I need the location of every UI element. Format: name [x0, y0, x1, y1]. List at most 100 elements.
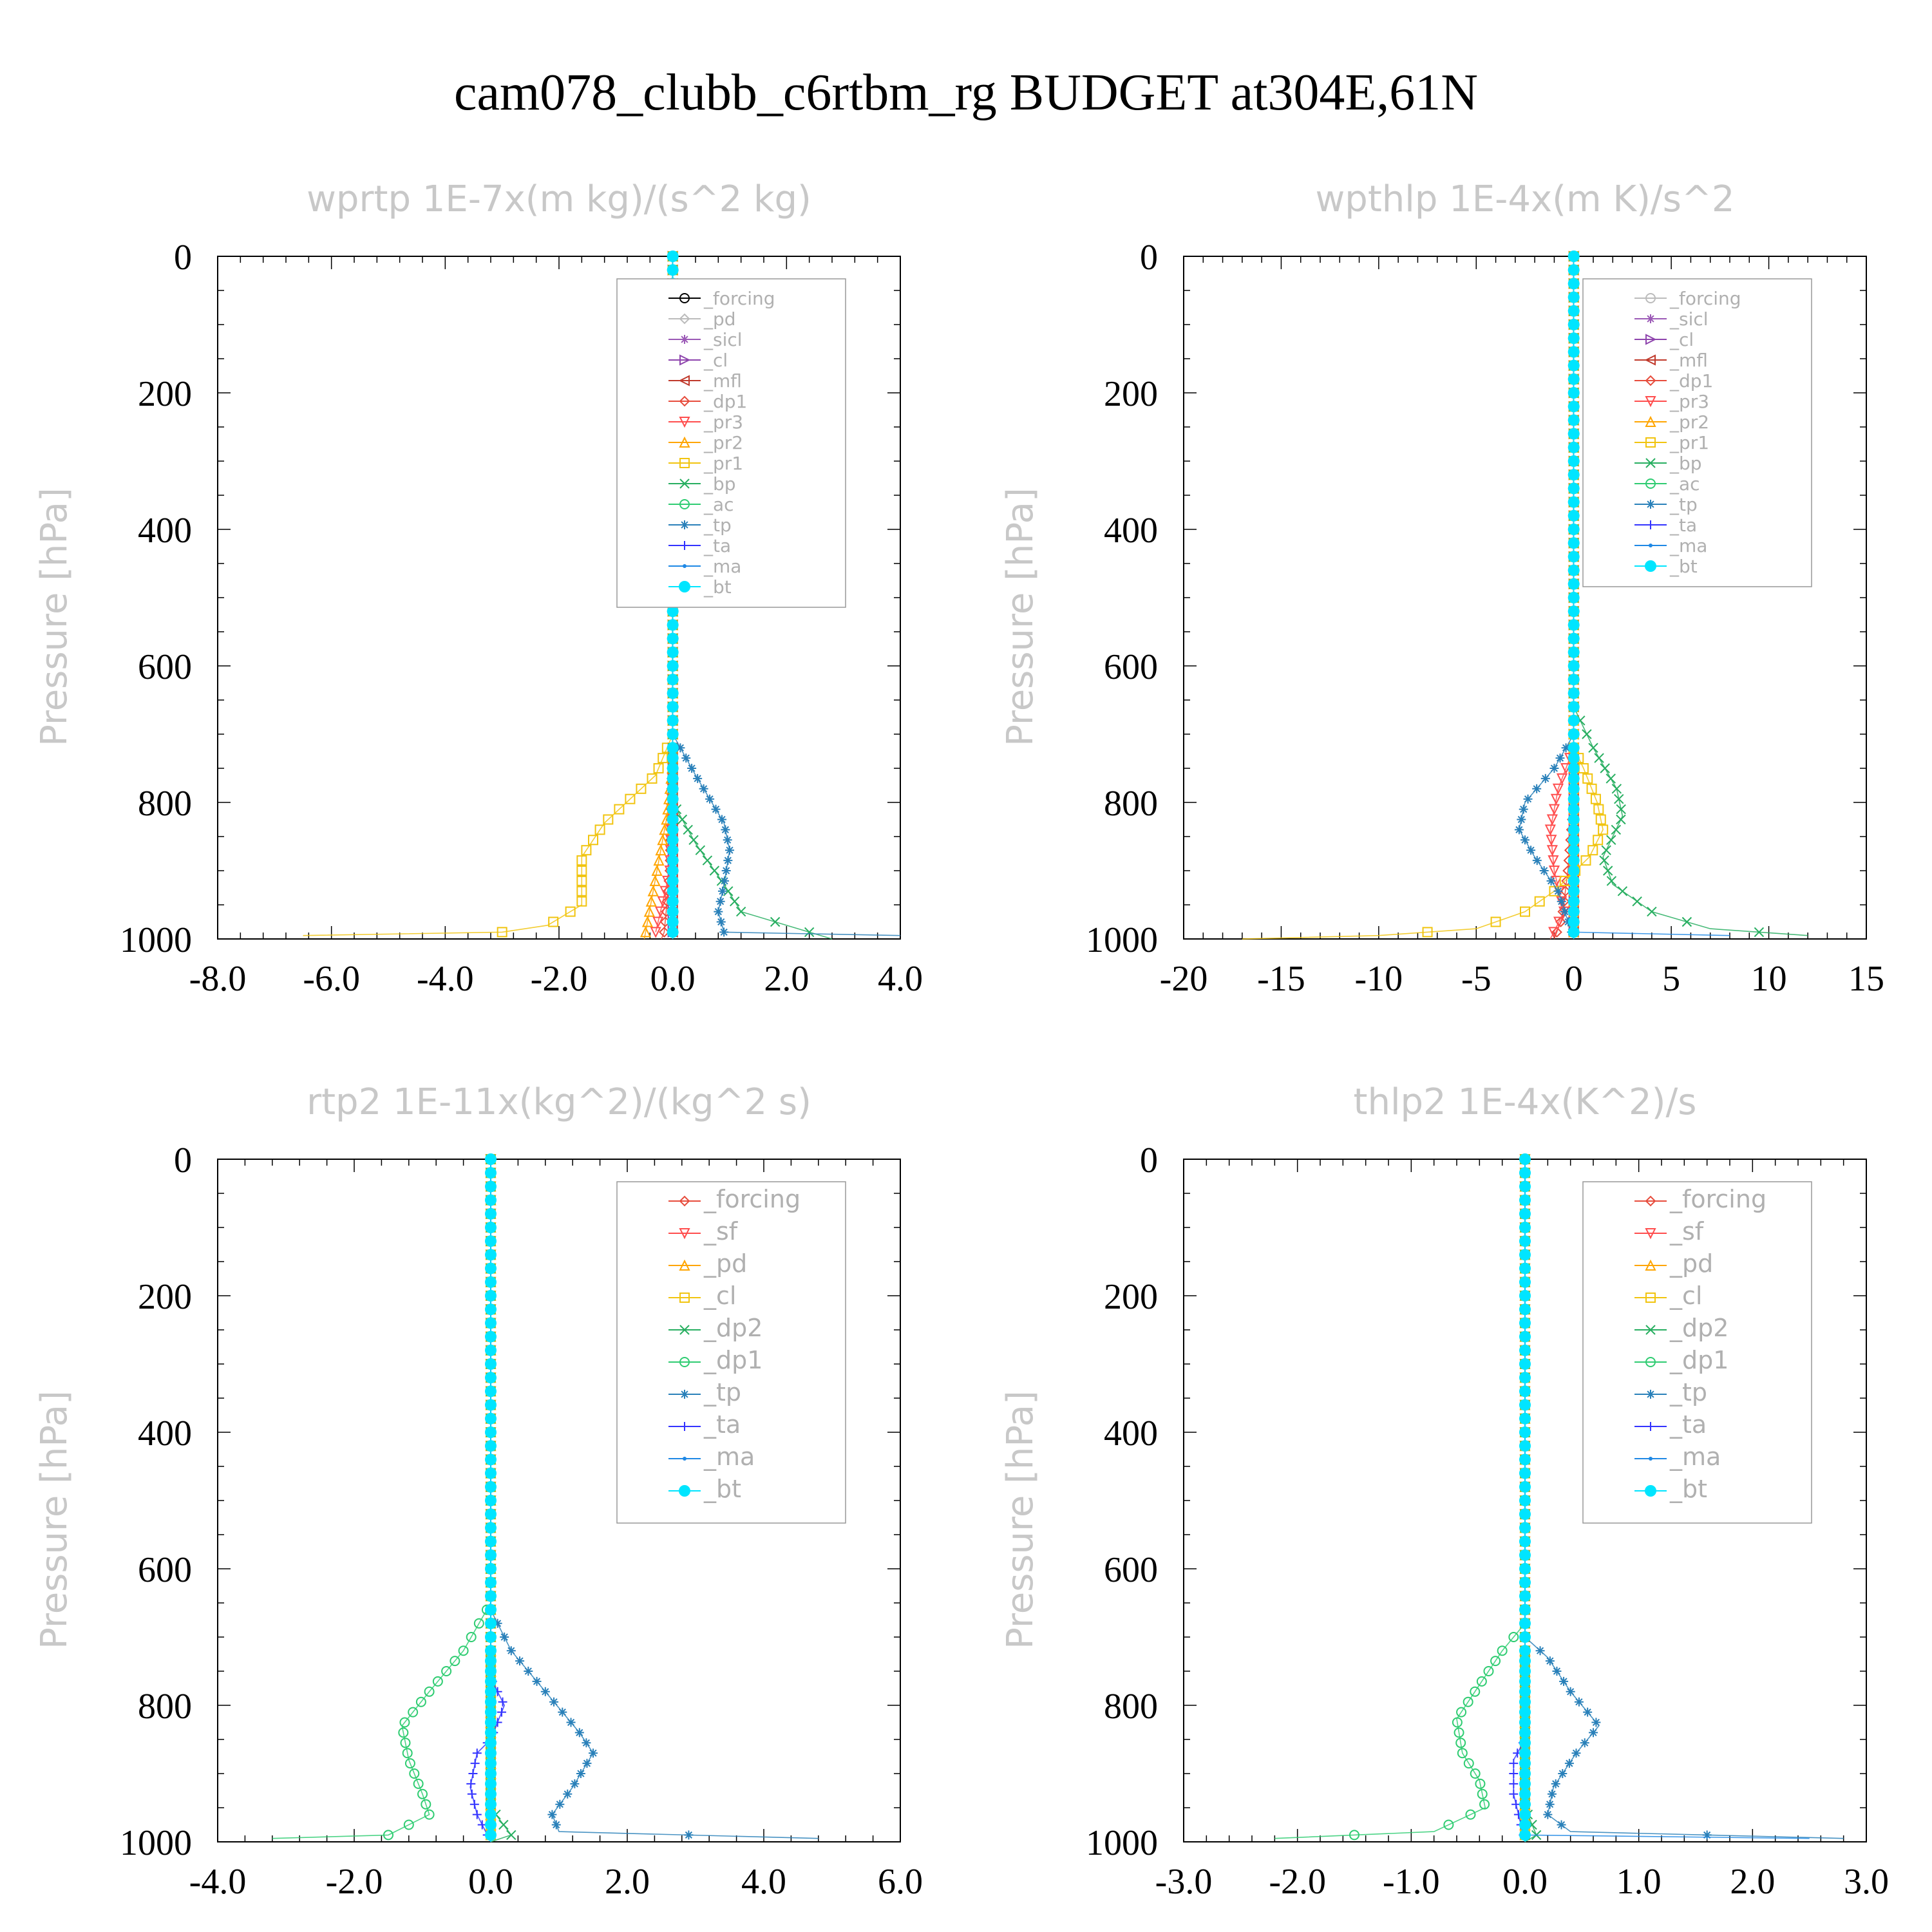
series-marker [467, 1789, 477, 1799]
legend-marker [679, 1259, 690, 1271]
series-marker [684, 1830, 694, 1840]
legend-marker [1645, 1485, 1656, 1497]
series-marker [1532, 856, 1542, 866]
legend: _forcing_pd_sicl_cl_mfl_dp1_pr3_pr2_pr1_… [616, 278, 846, 608]
legend-label: _tp [1669, 1378, 1707, 1406]
legend-marker [1645, 1195, 1656, 1207]
y-tick-label: 400 [138, 511, 192, 551]
series-marker [1517, 815, 1526, 824]
legend-marker [1649, 544, 1653, 547]
series-marker [432, 1676, 443, 1687]
series-marker [651, 864, 663, 876]
y-tick-label: 200 [138, 374, 192, 414]
legend-marker [680, 1390, 689, 1399]
x-tick-label: -2.0 [531, 959, 588, 999]
x-tick-label: 0 [1565, 959, 1583, 999]
legend-marker [1646, 314, 1655, 323]
series-marker [1567, 605, 1580, 618]
y-tick-label: 400 [138, 1414, 192, 1454]
series-marker [1520, 906, 1530, 917]
series-marker [1567, 752, 1580, 764]
y-tick-label: 0 [1140, 238, 1158, 278]
series-marker [421, 1799, 431, 1810]
series-marker [1519, 1549, 1531, 1561]
legend-marker [680, 1422, 689, 1431]
series-marker [1595, 814, 1606, 825]
legend-label: _forcing [1669, 288, 1741, 309]
series-marker [1519, 1685, 1531, 1698]
series-line-pr1 [1242, 256, 1604, 940]
legend-label: _ac [703, 494, 734, 515]
legend-marker [1645, 415, 1656, 427]
series-marker [695, 845, 706, 855]
series-marker [1535, 1646, 1545, 1656]
series-marker [1571, 1748, 1581, 1758]
series-marker [1483, 1666, 1494, 1676]
series-marker [667, 674, 679, 686]
series-marker [485, 1440, 497, 1452]
series-marker [485, 1706, 497, 1718]
series-marker [1532, 784, 1542, 793]
legend-marker [1646, 500, 1655, 509]
series-marker [1567, 646, 1580, 658]
series-marker [677, 814, 688, 825]
series-marker [1519, 1208, 1531, 1220]
legend-label: _dp2 [703, 1314, 762, 1342]
series-marker [1567, 865, 1580, 876]
series-marker [485, 1655, 497, 1667]
series-marker [1539, 866, 1549, 875]
series-marker [1557, 896, 1566, 906]
series-marker [655, 844, 667, 856]
series-marker [548, 916, 559, 927]
series-marker [524, 1667, 533, 1676]
series-marker [1519, 1358, 1531, 1370]
legend-label: _sicl [703, 329, 743, 350]
series-marker [1567, 482, 1580, 495]
series-marker [1544, 824, 1556, 836]
series-marker [1455, 1738, 1466, 1748]
series-marker [549, 1697, 559, 1707]
series-marker [399, 1717, 410, 1728]
series-marker [576, 1769, 585, 1778]
series-marker [1476, 1676, 1487, 1687]
series-marker [1465, 1809, 1476, 1820]
series-marker [1545, 1656, 1555, 1666]
series-marker [1519, 1508, 1531, 1520]
series-marker [1519, 1563, 1531, 1575]
series-marker [709, 866, 720, 876]
series-marker [1586, 783, 1597, 794]
series-marker [1519, 1249, 1531, 1261]
series-marker [653, 854, 665, 866]
legend-label: _ma [1669, 1443, 1721, 1471]
series-marker [667, 660, 679, 672]
series-marker [1564, 1759, 1574, 1768]
legend-label: _bt [703, 576, 732, 598]
series-marker [1463, 1696, 1473, 1707]
legend-label: _pd [1669, 1249, 1713, 1278]
series-marker [506, 1830, 516, 1841]
series-marker [1555, 916, 1566, 927]
series-marker [1567, 742, 1580, 754]
series-marker [581, 845, 592, 856]
legend-marker [1645, 1325, 1656, 1335]
series-marker [705, 794, 715, 804]
series-marker [1567, 793, 1580, 805]
series-marker [667, 782, 679, 795]
legend-label: _ta [1669, 515, 1697, 536]
series-marker [589, 1748, 598, 1758]
series-marker [667, 905, 679, 918]
series-line-tp [1519, 256, 1575, 940]
legend-marker [679, 1195, 690, 1207]
series-marker [1546, 814, 1558, 826]
legend-label: _dp2 [1669, 1314, 1728, 1342]
x-tick-label: -4.0 [417, 959, 474, 999]
series-marker [398, 1727, 409, 1738]
legend-marker [679, 1325, 690, 1335]
series-marker [1567, 332, 1580, 345]
legend-box [616, 1181, 846, 1524]
series-marker [1519, 1399, 1531, 1411]
legend-marker [1645, 293, 1656, 303]
series-marker [1600, 763, 1610, 773]
x-tick-label: 3.0 [1844, 1862, 1889, 1902]
legend-label: _sf [1669, 1217, 1705, 1245]
